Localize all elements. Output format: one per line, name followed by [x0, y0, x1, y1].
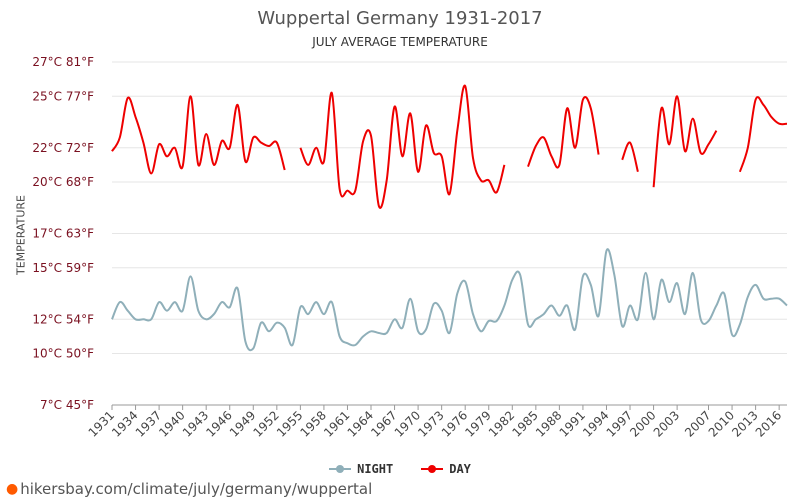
series-line-day: [621, 141, 639, 173]
location-pin-icon: ●: [6, 481, 19, 497]
y-tick-label: 7°C 45°F: [40, 398, 94, 412]
y-tick-label: 20°C 68°F: [32, 175, 94, 189]
x-tick-label: 1997: [604, 408, 635, 439]
x-tick-label: 1985: [509, 408, 540, 439]
x-tick-label: 1940: [156, 408, 187, 439]
legend-item-day[interactable]: DAY: [421, 462, 471, 476]
legend-label-day: DAY: [449, 462, 471, 476]
legend-label-night: NIGHT: [357, 462, 394, 476]
x-tick-label: 2016: [753, 408, 784, 439]
x-tick-label: 1934: [109, 408, 140, 439]
series-line-day: [652, 95, 718, 188]
x-tick-label: 1955: [274, 408, 305, 439]
x-tick-label: 1937: [133, 408, 164, 439]
source-link[interactable]: ● hikersbay.com/climate/july/germany/wup…: [6, 480, 372, 498]
x-tick-label: 1931: [86, 408, 117, 439]
x-tick-label: 1967: [368, 408, 399, 439]
x-tick-label: 1973: [415, 408, 446, 439]
y-tick-label: 17°C 63°F: [32, 227, 94, 241]
x-tick-label: 1946: [203, 408, 234, 439]
y-tick-label: 25°C 77°F: [32, 89, 94, 103]
y-tick-label: 10°C 50°F: [32, 347, 94, 361]
x-tick-label: 1964: [345, 408, 376, 439]
legend-swatch-night: [329, 465, 352, 473]
x-tick-label: 1943: [180, 408, 211, 439]
legend-item-night[interactable]: NIGHT: [329, 462, 393, 476]
x-tick-label: 2003: [651, 408, 682, 439]
series-line-day: [738, 96, 788, 173]
y-tick-label: 15°C 59°F: [32, 261, 94, 275]
x-tick-label: 1976: [439, 408, 470, 439]
y-tick-label: 12°C 54°F: [32, 312, 94, 326]
chart-title: Wuppertal Germany 1931-2017: [257, 8, 543, 29]
chart-subtitle: JULY AVERAGE TEMPERATURE: [312, 35, 488, 49]
x-tick-label: 1949: [227, 408, 258, 439]
grid-lines: [112, 61, 787, 406]
x-tick-label: 1979: [462, 408, 493, 439]
series-line-day: [527, 96, 600, 169]
x-tick-label: 1961: [321, 408, 352, 439]
x-tick-label: 2000: [627, 408, 658, 439]
x-tick-label: 2013: [729, 408, 760, 439]
x-tick-label: 2007: [682, 408, 713, 439]
y-tick-label: 27°C 81°F: [32, 55, 94, 69]
legend-swatch-day: [421, 465, 444, 473]
series-line-day: [111, 95, 286, 175]
x-tick-label: 1994: [580, 408, 611, 439]
x-tick-label: 1952: [250, 408, 281, 439]
x-tick-label: 1991: [557, 408, 588, 439]
y-tick-labels: 7°C 45°F 10°C 50°F 12°C 54°F 15°C 59°F 17°C …: [32, 55, 94, 412]
series-lines: [111, 84, 788, 352]
x-tick-label: 1958: [298, 408, 329, 439]
x-tick-label: 1988: [533, 408, 564, 439]
x-tick-label: 1982: [486, 408, 517, 439]
series-line-day: [299, 84, 506, 209]
x-tick-label: 2010: [706, 408, 737, 439]
source-url: hikersbay.com/climate/july/germany/wuppe…: [20, 480, 373, 498]
series-line-night: [111, 248, 788, 352]
y-tick-label: 22°C 72°F: [32, 141, 94, 155]
legend: NIGHT DAY: [0, 462, 800, 476]
x-tick-label: 1970: [392, 408, 423, 439]
x-tick-labels: 1931193419371940194319461949195219551958…: [86, 405, 784, 440]
